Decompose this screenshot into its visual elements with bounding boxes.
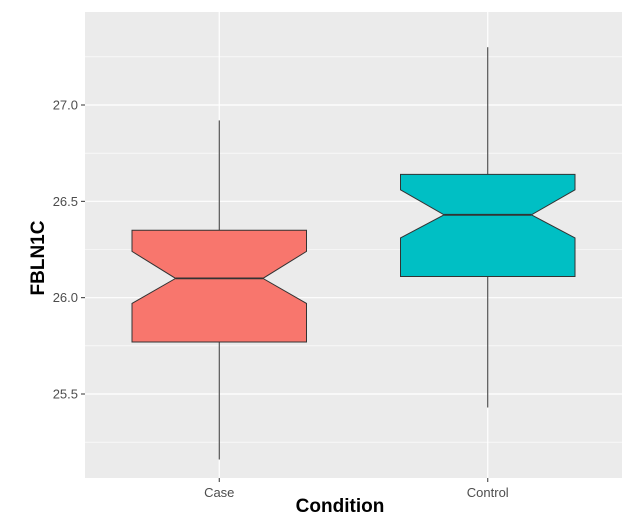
y-tick-label: 26.5 bbox=[53, 194, 78, 209]
x-tick-label: Case bbox=[204, 485, 234, 500]
x-tick-label: Control bbox=[467, 485, 509, 500]
y-axis-title: FBLN1C bbox=[28, 220, 49, 295]
x-axis-title: Condition bbox=[296, 496, 385, 517]
y-tick-label: 26.0 bbox=[53, 290, 78, 305]
box-case bbox=[131, 120, 307, 460]
y-tick-label: 25.5 bbox=[53, 387, 78, 402]
y-tick-label: 27.0 bbox=[53, 98, 78, 113]
box-control bbox=[400, 47, 576, 408]
y-axis: 25.5 26.0 26.5 27.0 bbox=[53, 98, 85, 402]
x-axis: Case Control bbox=[204, 478, 509, 500]
box-body bbox=[131, 229, 307, 343]
box-body bbox=[400, 173, 576, 277]
boxes-layer bbox=[131, 47, 576, 460]
